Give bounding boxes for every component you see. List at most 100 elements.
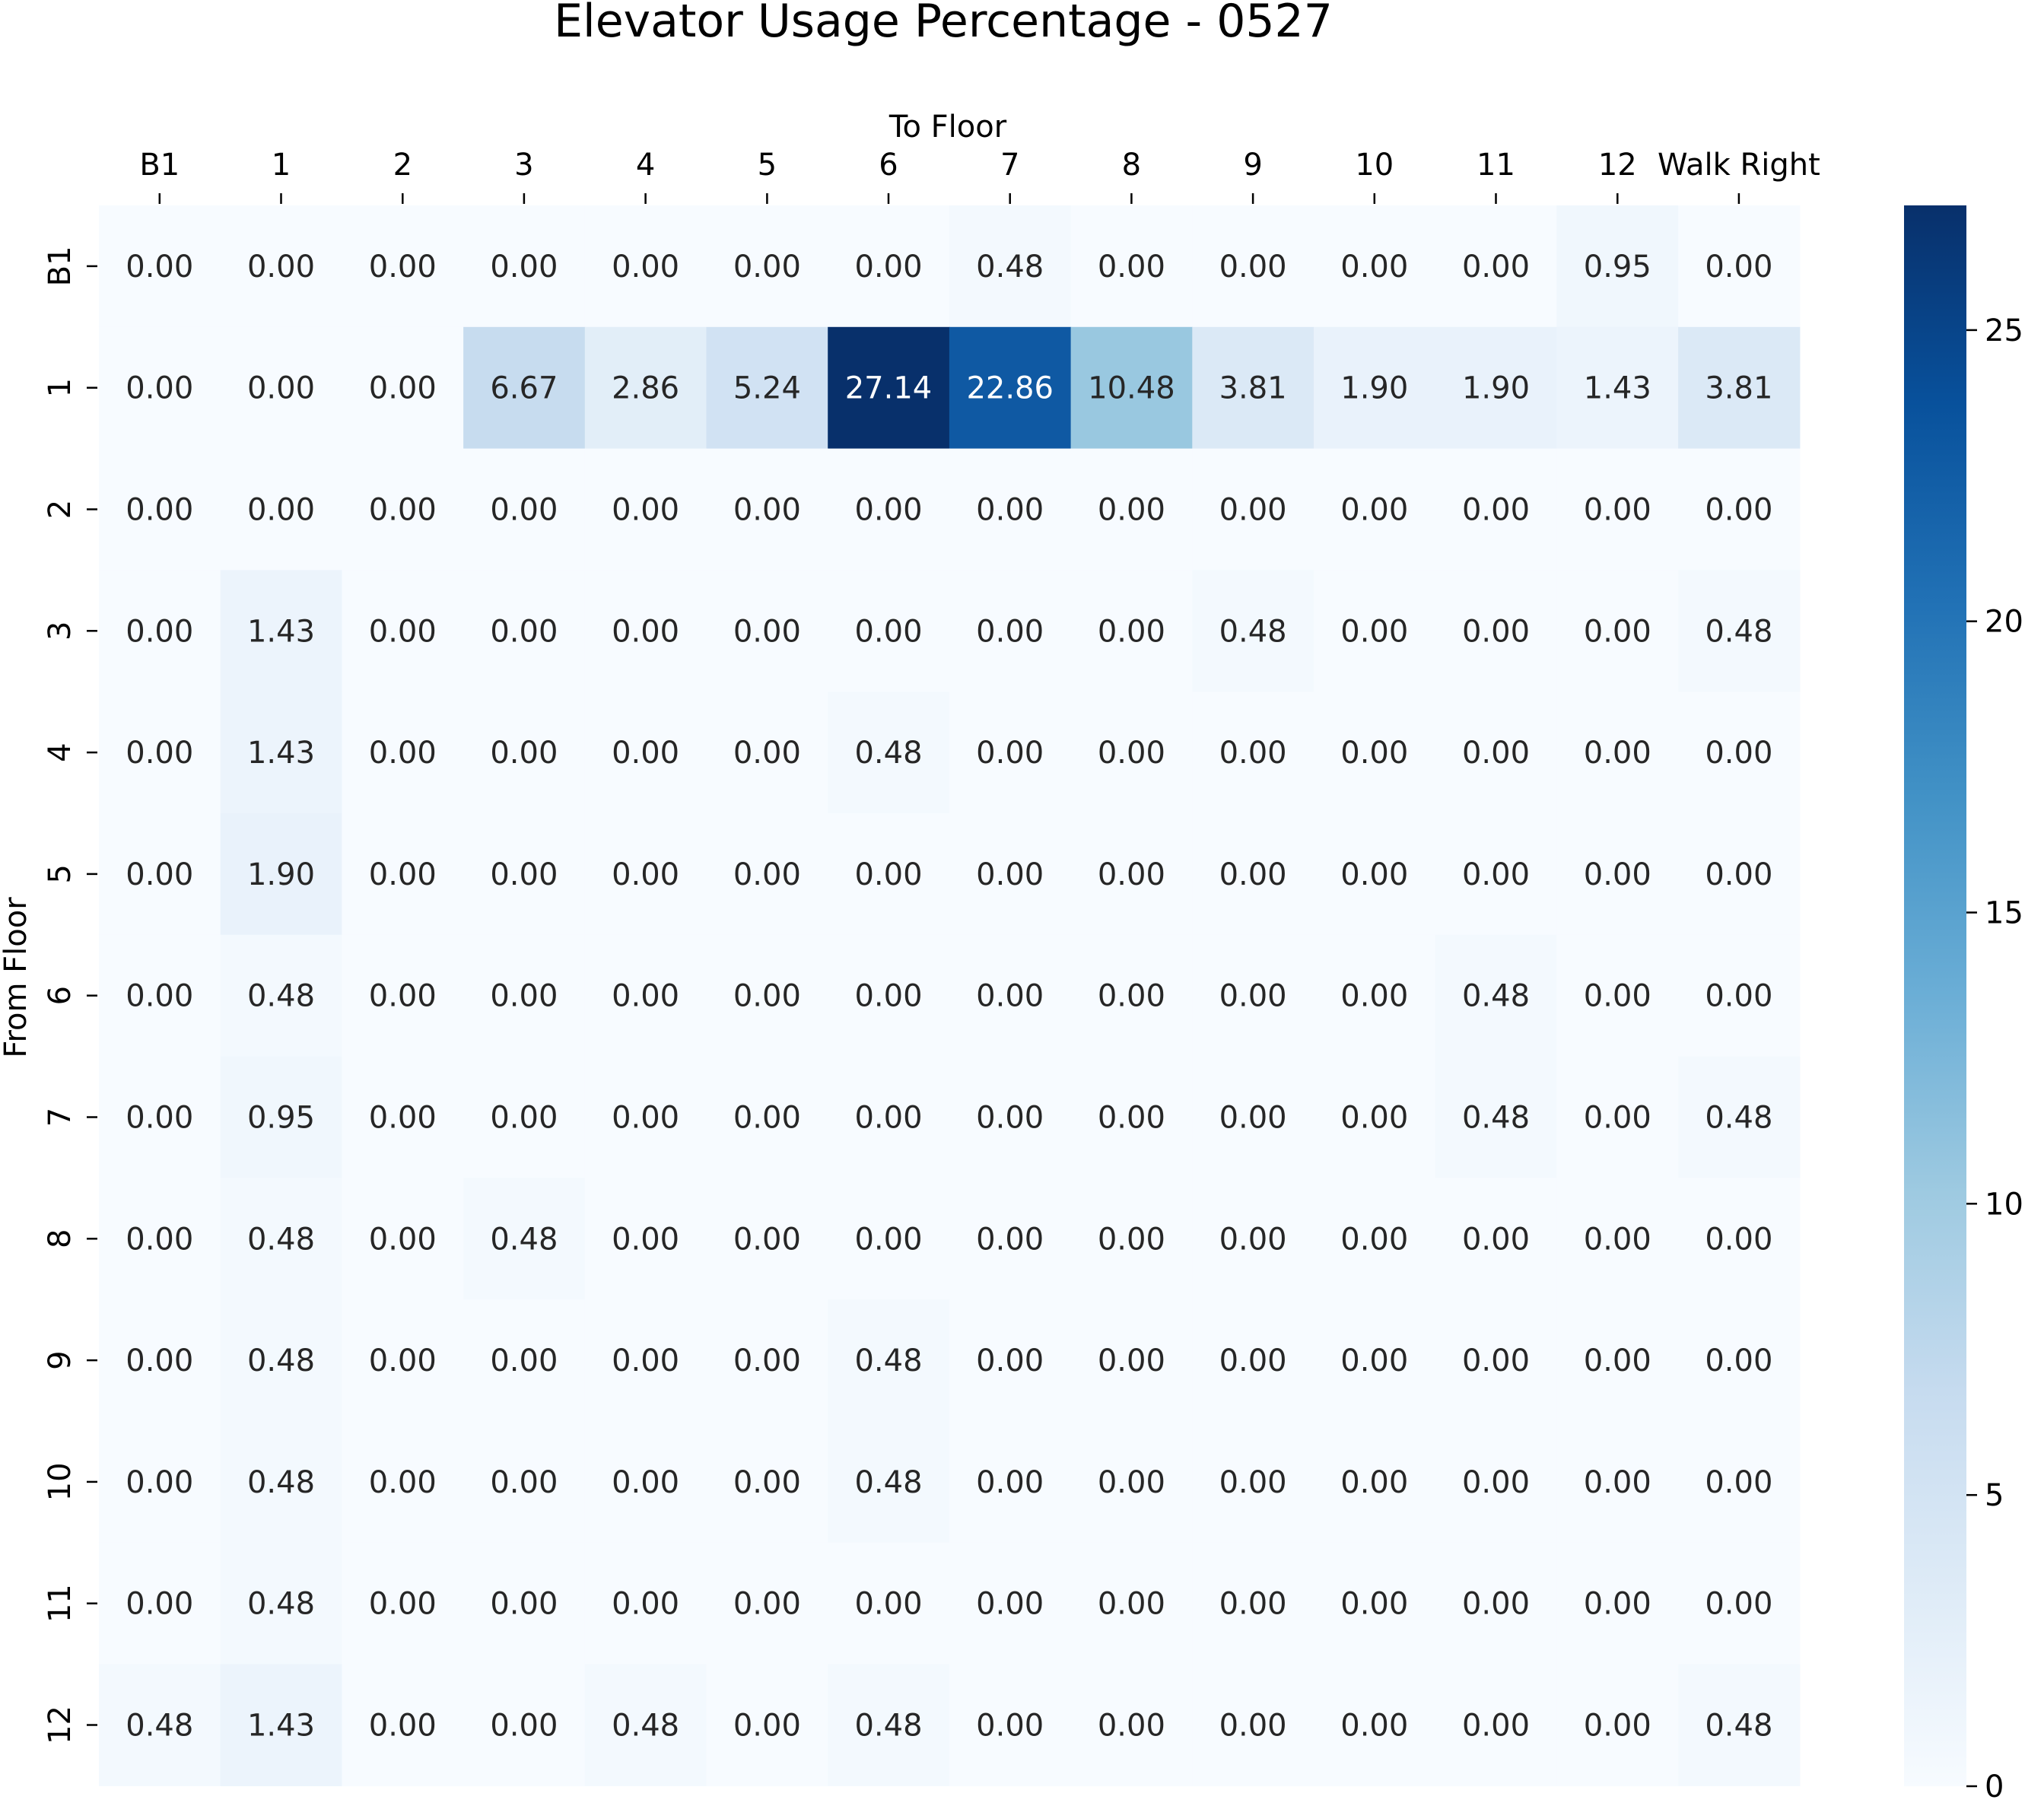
heatmap-cell <box>584 813 707 936</box>
cell-value-label: 0.00 <box>976 1101 1044 1136</box>
cell-value-label: 0.00 <box>976 1709 1044 1744</box>
y-tick-label: 1 <box>43 378 78 397</box>
heatmap-cell <box>1314 570 1436 692</box>
cell-value-label: 0.00 <box>490 1465 558 1500</box>
heatmap-cell <box>706 692 828 814</box>
cell-value-label: 0.00 <box>1219 1709 1287 1744</box>
cell-value-label: 3.81 <box>1705 371 1772 406</box>
cell-value-label: 0.48 <box>126 1709 193 1744</box>
heatmap-cell <box>1192 1542 1314 1665</box>
heatmap-cell <box>342 813 464 936</box>
cell-value-label: 1.43 <box>247 736 315 771</box>
heatmap-cell <box>1070 692 1193 814</box>
cell-value-label: 0.00 <box>1584 1709 1651 1744</box>
y-tick-label: 3 <box>43 622 78 641</box>
cell-value-label: 0.00 <box>612 1587 679 1622</box>
heatmap-cell <box>584 448 707 571</box>
cell-value-label: 0.00 <box>612 614 679 649</box>
heatmap-cell <box>584 1299 707 1422</box>
cell-value-label: 0.00 <box>126 371 193 406</box>
heatmap-cell <box>463 1421 586 1544</box>
cell-value-label: 0.00 <box>1584 1343 1651 1378</box>
heatmap-cell <box>342 1056 464 1178</box>
cell-value-label: 0.00 <box>1462 493 1530 528</box>
cell-value-label: 0.00 <box>1098 1343 1165 1378</box>
heatmap-cell <box>99 1664 221 1786</box>
heatmap-cell <box>1314 326 1436 450</box>
heatmap-cell <box>584 1178 707 1300</box>
heatmap-cell <box>1678 570 1801 692</box>
colorbar-ticks: 0 5 10 15 20 25 <box>1966 313 2023 1804</box>
heatmap-cell <box>1556 1421 1679 1544</box>
heatmap-cell <box>220 205 342 328</box>
heatmap-cell <box>949 934 1072 1057</box>
cell-value-label: 0.00 <box>1098 736 1165 771</box>
cell-value-label: 0.00 <box>733 1587 801 1622</box>
heatmap-cell <box>220 1178 342 1300</box>
heatmap-cell <box>706 448 828 571</box>
heatmap-cell <box>1192 1178 1314 1300</box>
heatmap-cell <box>1678 326 1801 450</box>
cell-value-label: 0.00 <box>126 250 193 285</box>
cell-value-label: 1.90 <box>247 857 315 892</box>
heatmap-cell <box>706 326 828 450</box>
cell-value-label: 0.48 <box>1462 1101 1530 1136</box>
cell-value-label: 0.00 <box>854 1101 922 1136</box>
cell-value-label: 0.00 <box>126 1587 193 1622</box>
cell-value-label: 0.00 <box>1219 736 1287 771</box>
x-tick-label: 5 <box>758 148 777 183</box>
y-tick-label: B1 <box>43 246 78 286</box>
cell-value-label: 0.00 <box>1462 250 1530 285</box>
cell-value-label: 0.00 <box>976 1222 1044 1257</box>
cell-value-label: 6.67 <box>490 371 558 406</box>
x-axis-label: To Floor <box>888 110 1007 145</box>
x-tick-label: 11 <box>1477 148 1515 183</box>
cell-value-label: 0.00 <box>1584 1101 1651 1136</box>
heatmap-cell <box>1314 934 1436 1057</box>
heatmap-cell <box>1070 205 1193 328</box>
cell-value-label: 0.00 <box>854 250 922 285</box>
heatmap-cell <box>1678 692 1801 814</box>
cell-value-label: 0.00 <box>1098 1222 1165 1257</box>
heatmap-cell <box>1192 1299 1314 1422</box>
heatmap-cell <box>1192 1421 1314 1544</box>
heatmap-cell <box>220 813 342 936</box>
heatmap-cell <box>1070 1178 1193 1300</box>
cell-value-label: 0.00 <box>733 614 801 649</box>
cell-value-label: 0.00 <box>126 1465 193 1500</box>
heatmap-cell <box>1070 1542 1193 1665</box>
cell-value-label: 0.48 <box>1705 1709 1772 1744</box>
cell-value-label: 0.00 <box>1340 1101 1408 1136</box>
heatmap-cell <box>1678 934 1801 1057</box>
cell-value-label: 0.00 <box>733 1101 801 1136</box>
cell-value-label: 0.00 <box>1584 857 1651 892</box>
cell-value-label: 0.00 <box>1462 1343 1530 1378</box>
cell-value-label: 0.00 <box>1219 1222 1287 1257</box>
heatmap-cell <box>949 1542 1072 1665</box>
y-tick-label: 8 <box>43 1229 78 1248</box>
heatmap-cell <box>220 448 342 571</box>
cell-value-label: 0.00 <box>976 1343 1044 1378</box>
y-axis-label: From Floor <box>0 897 33 1058</box>
heatmap-cell <box>342 326 464 450</box>
cell-value-label: 0.00 <box>1705 1222 1772 1257</box>
heatmap-cell <box>828 326 950 450</box>
heatmap-cell <box>828 692 950 814</box>
x-tick-label: B1 <box>139 148 180 183</box>
cell-value-label: 0.00 <box>1098 1709 1165 1744</box>
cell-value-label: 0.00 <box>1340 1343 1408 1378</box>
cell-value-label: 1.43 <box>247 1709 315 1744</box>
heatmap-cell <box>1070 1664 1193 1786</box>
heatmap-cell <box>828 205 950 328</box>
colorbar-tick-label: 0 <box>1985 1769 2004 1804</box>
x-tick-label: 3 <box>514 148 533 183</box>
heatmap-cell <box>1192 448 1314 571</box>
cell-value-label: 0.00 <box>369 979 437 1014</box>
heatmap-cell <box>1678 1421 1801 1544</box>
colorbar <box>1904 205 1966 1786</box>
cell-value-label: 0.00 <box>490 493 558 528</box>
cell-value-label: 0.48 <box>247 1465 315 1500</box>
heatmap-cell <box>1314 813 1436 936</box>
cell-value-label: 0.00 <box>1219 1587 1287 1622</box>
heatmap-cell <box>220 1056 342 1178</box>
